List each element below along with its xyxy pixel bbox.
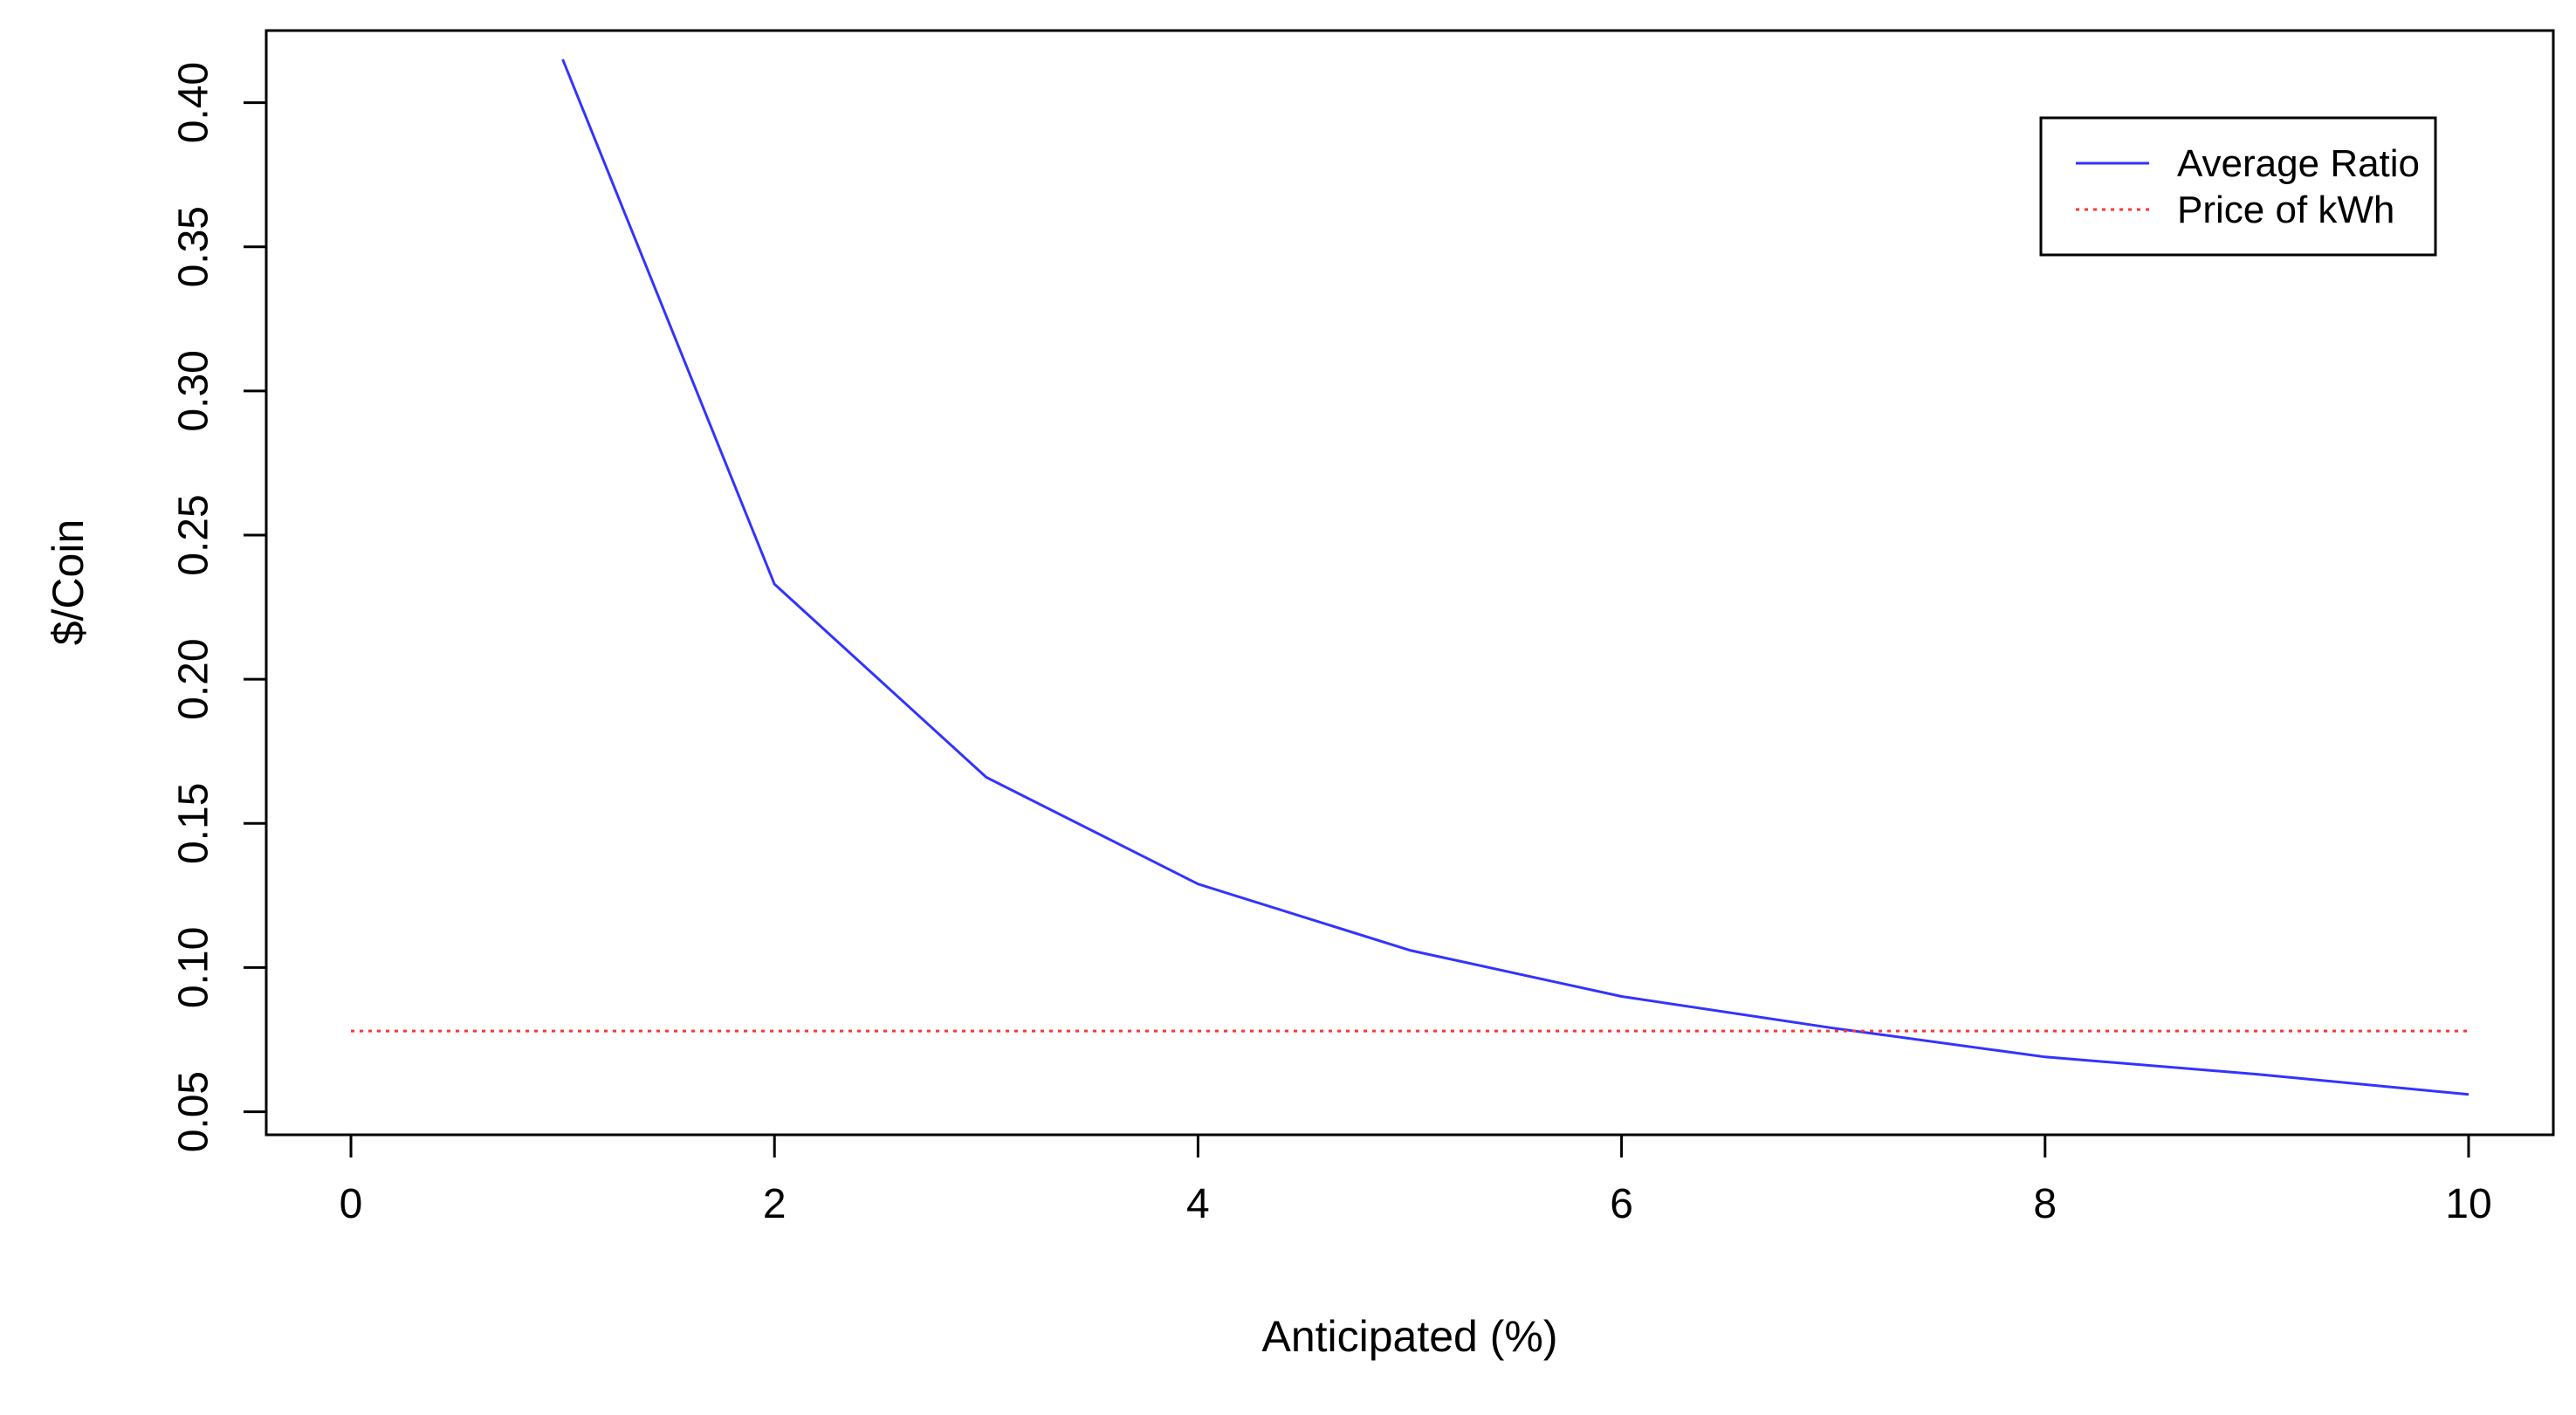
x-tick-label: 2 [763,1181,787,1227]
y-tick-label: 0.15 [171,783,217,864]
y-tick-label: 0.35 [171,206,217,287]
y-tick-label: 0.30 [171,350,217,431]
legend: Average Ratio Price of kWh [2039,116,2437,257]
y-tick-label: 0.25 [171,494,217,575]
y-tick-label: 0.05 [171,1071,217,1152]
y-tick-label: 0.20 [171,638,217,719]
legend-box [2039,116,2437,257]
series-line-0 [561,58,2470,1096]
x-tick-label: 6 [1610,1181,1633,1227]
x-tick-label: 8 [2033,1181,2057,1227]
x-tick-label: 4 [1186,1181,1210,1227]
series-layer [351,58,2470,1096]
x-axis-title: Anticipated (%) [1261,1312,1557,1361]
legend-label-price-of-kwh: Price of kWh [2177,189,2394,231]
y-tick-label: 0.10 [171,927,217,1008]
y-tick-label: 0.40 [171,62,217,143]
y-axis-title: $/Coin [44,519,93,646]
y-axis: 0.05 0.10 0.15 0.20 0.25 0.30 0.35 0.40 [171,62,268,1152]
legend-label-average-ratio: Average Ratio [2177,142,2420,185]
x-tick-label: 10 [2445,1181,2491,1227]
x-axis: 0 2 4 6 8 10 [340,1133,2492,1227]
x-tick-label: 0 [340,1181,363,1227]
